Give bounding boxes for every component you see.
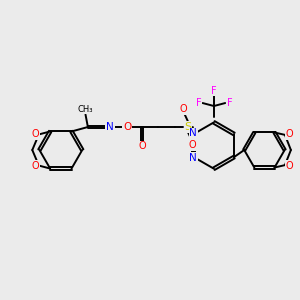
Text: F: F xyxy=(211,85,217,96)
Text: N: N xyxy=(189,153,197,163)
Text: F: F xyxy=(196,98,201,108)
Text: O: O xyxy=(189,140,196,150)
Text: F: F xyxy=(226,98,232,108)
Text: O: O xyxy=(123,122,131,132)
Text: O: O xyxy=(285,161,293,171)
Text: O: O xyxy=(139,141,146,151)
Text: O: O xyxy=(32,161,39,171)
Text: O: O xyxy=(179,104,187,114)
Text: S: S xyxy=(184,122,192,132)
Text: N: N xyxy=(106,122,114,132)
Text: O: O xyxy=(285,129,293,139)
Text: CH₃: CH₃ xyxy=(78,105,93,114)
Text: O: O xyxy=(32,129,39,139)
Text: N: N xyxy=(189,128,197,138)
